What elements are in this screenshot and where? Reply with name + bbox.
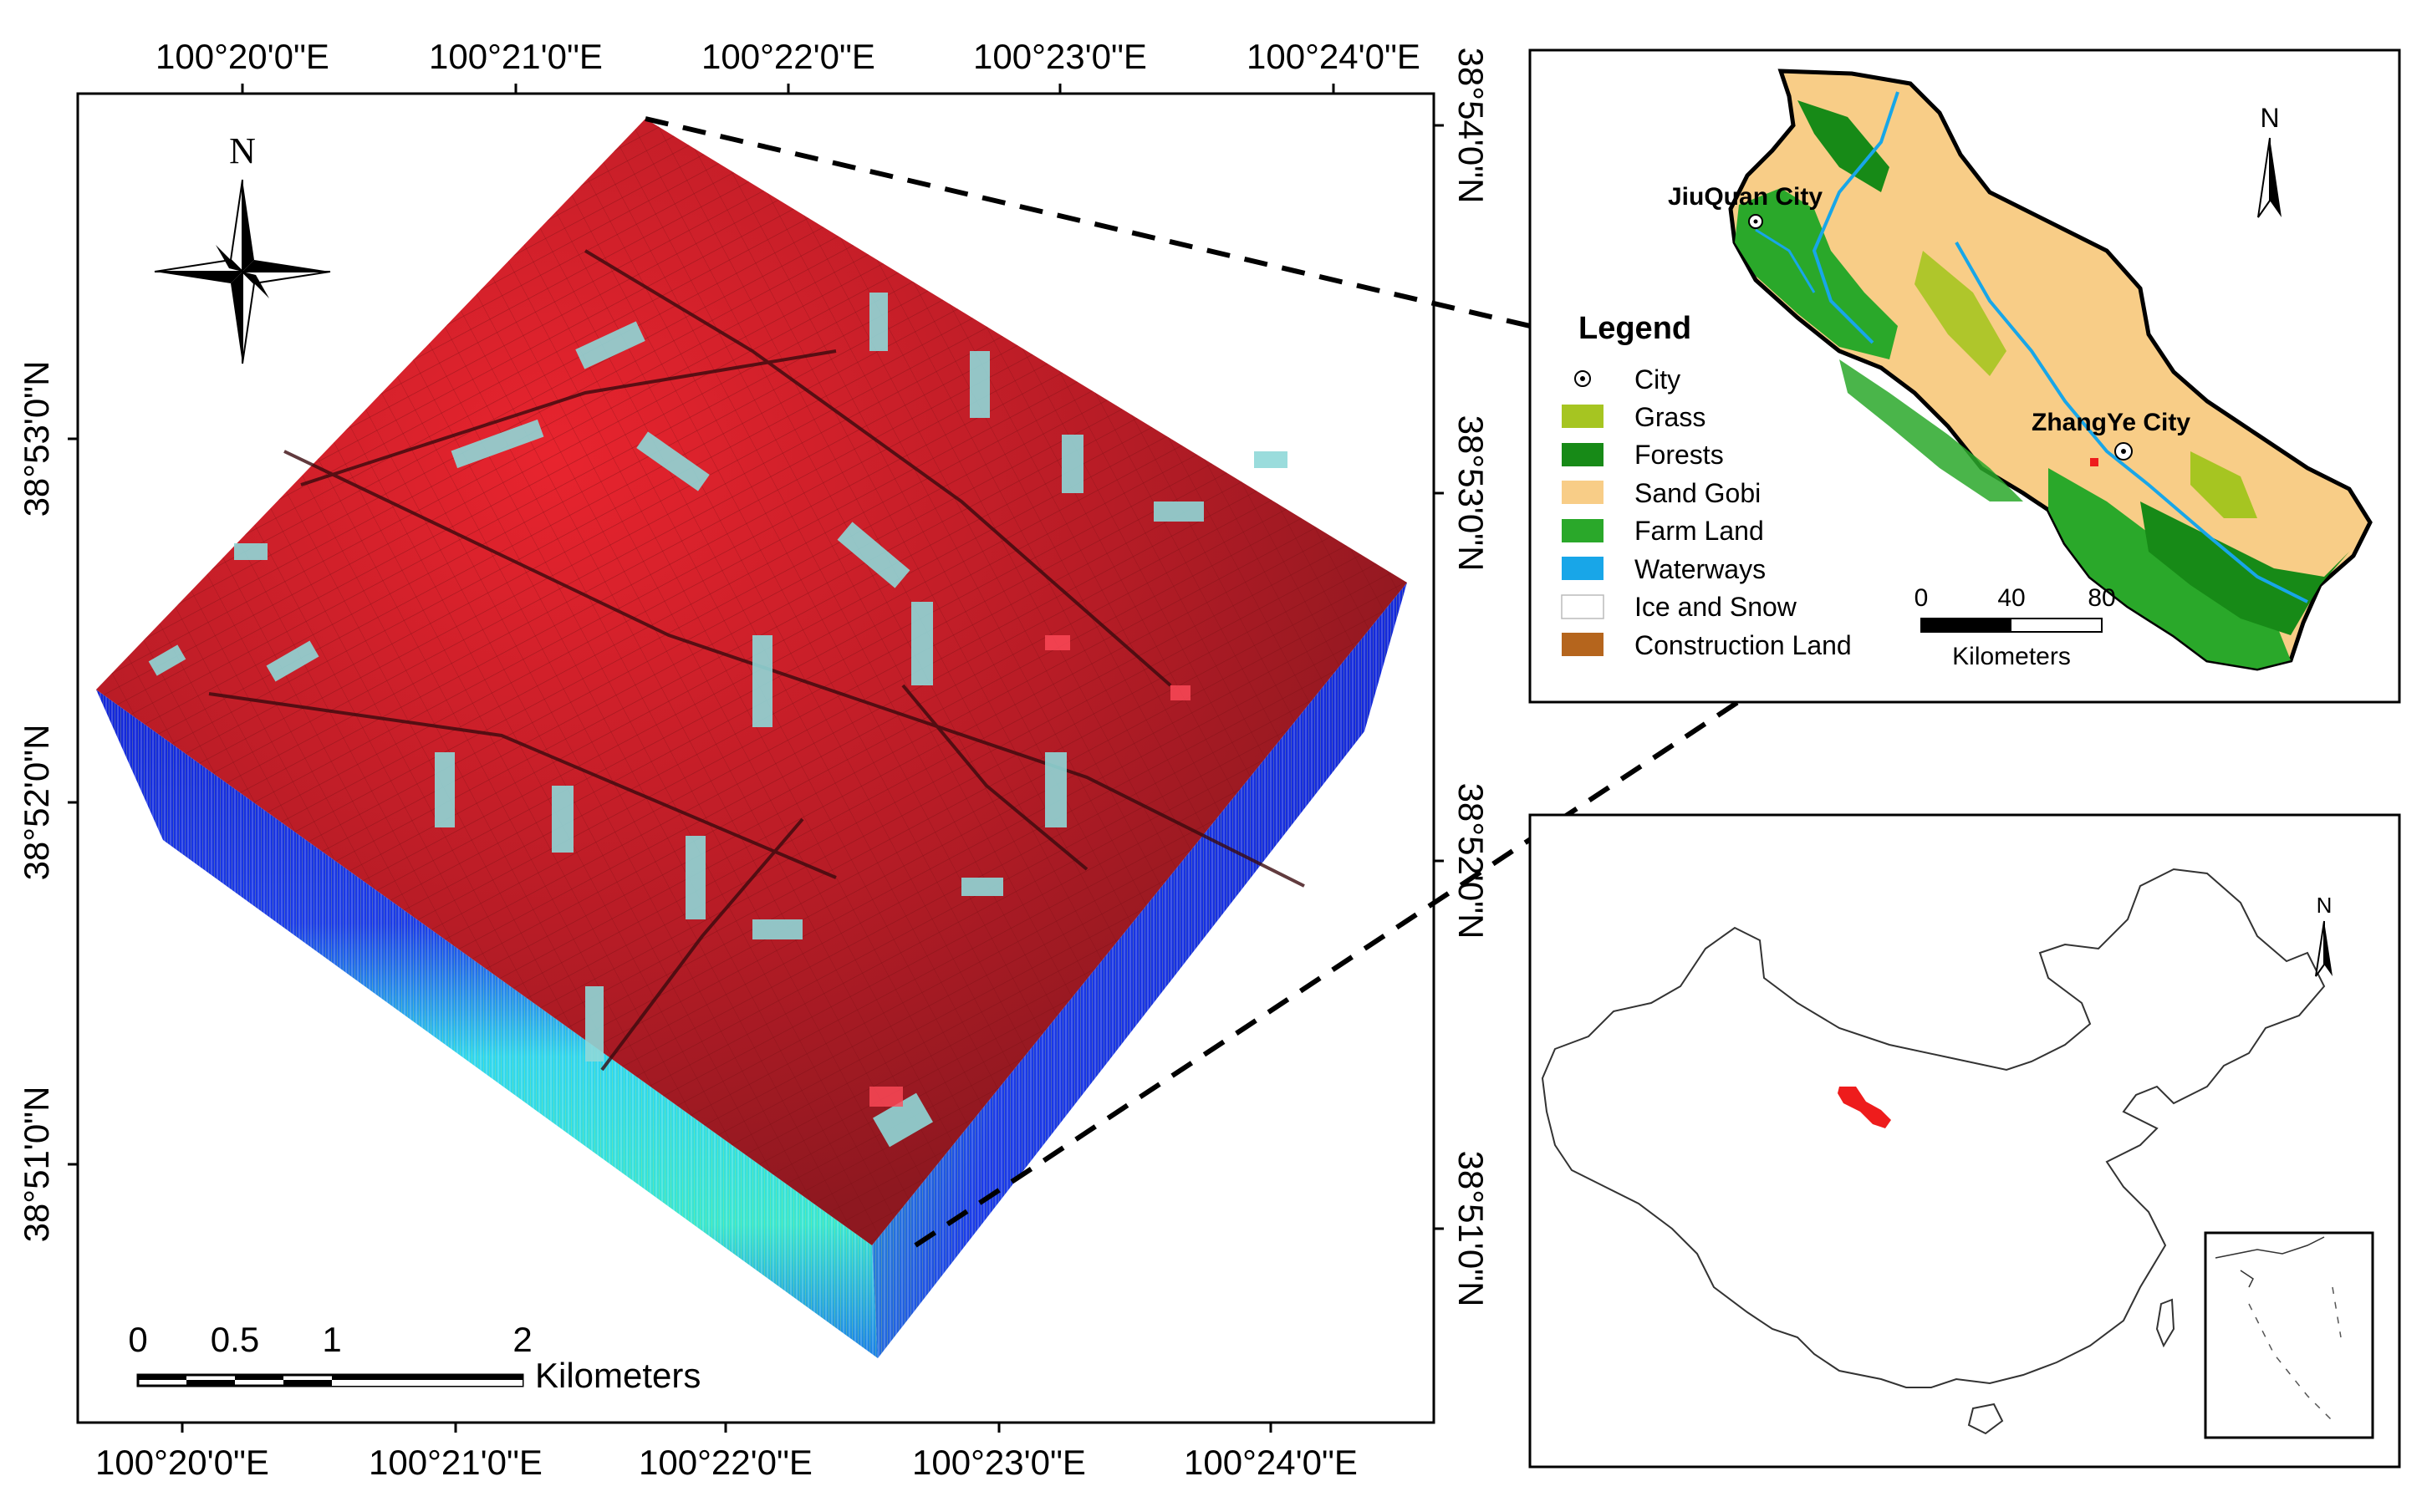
region-north-label: N: [2260, 103, 2279, 133]
china-north-arrow: [2315, 920, 2333, 977]
china-outline: [1541, 868, 2326, 1388]
cube-field-patches: [148, 293, 1287, 1148]
right-lat-label: 38°53'0"N: [1451, 415, 1491, 572]
top-lon-label: 100°22'0"E: [701, 37, 875, 76]
legend-item-city: City: [1574, 364, 1680, 395]
top-lon-ticks: [241, 84, 1335, 94]
legend-label: City: [1634, 364, 1680, 395]
legend-title: Legend: [1578, 311, 1691, 346]
left-lat-ticks: [68, 437, 78, 1166]
region-scale-tick: 80: [2088, 584, 2115, 612]
legend-label: Forests: [1634, 440, 1724, 470]
legend-label: Construction Land: [1634, 630, 1852, 660]
right-lat-label: 38°54'0"N: [1451, 48, 1491, 204]
bottom-lon-label: 100°20'0"E: [95, 1443, 269, 1482]
region-study-area-marker: [2090, 458, 2098, 466]
bottom-lon-label: 100°24'0"E: [1184, 1443, 1358, 1482]
main-map-frame: [76, 92, 1435, 1424]
bottom-lon-label: 100°22'0"E: [639, 1443, 813, 1482]
legend-label: Waterways: [1634, 554, 1766, 584]
scale-tick-label: 0: [128, 1320, 147, 1359]
bottom-lon-ticks: [181, 1423, 1272, 1433]
cube-right-side-stripes: [872, 583, 1407, 1358]
china-map-panel: N: [1528, 813, 2401, 1469]
region-north-arrow: [2257, 137, 2282, 218]
region-scale-tick: 40: [1997, 584, 2025, 612]
right-lat-ticks: [1434, 124, 1444, 1230]
hainan-island: [1967, 1403, 2004, 1435]
legend-item-forests: Forests: [1562, 440, 1724, 470]
south-china-sea-inset: [2204, 1231, 2374, 1439]
main-map-panel: 100°20'0"E 100°21'0"E 100°22'0"E 100°23'…: [17, 37, 1491, 1482]
cube-left-side-stripes: [96, 690, 878, 1358]
right-lat-labels: 38°54'0"N 38°53'0"N 38°52'0"N 38°51'0"N: [1451, 48, 1491, 1307]
legend-label: Grass: [1634, 402, 1705, 432]
legend-item-farm-land: Farm Land: [1562, 516, 1764, 546]
left-lat-label: 38°52'0"N: [17, 725, 56, 881]
china-north-label: N: [2317, 893, 2333, 918]
legend-item-ice-snow: Ice and Snow: [1561, 592, 1797, 622]
legend-item-grass: Grass: [1562, 402, 1705, 432]
top-lon-label: 100°23'0"E: [973, 37, 1147, 76]
cube-roads: [208, 249, 1305, 1072]
legend-item-waterways: Waterways: [1562, 554, 1766, 584]
taiwan-island: [2155, 1298, 2175, 1348]
city-label-zhangye: ZhangYe City: [2032, 409, 2190, 436]
region-shape: [1728, 69, 2373, 671]
cube-top-field-grid: [96, 119, 1407, 1245]
left-lat-label: 38°51'0"N: [17, 1087, 56, 1243]
left-lat-label: 38°53'0"N: [17, 361, 56, 517]
main-north-label: N: [229, 130, 256, 171]
top-lon-label: 100°20'0"E: [156, 37, 329, 76]
bottom-lon-labels: 100°20'0"E 100°21'0"E 100°22'0"E 100°23'…: [95, 1443, 1358, 1482]
scale-tick-label: 1: [322, 1320, 341, 1359]
right-lat-label: 38°52'0"N: [1451, 783, 1491, 939]
bottom-lon-label: 100°23'0"E: [912, 1443, 1086, 1482]
left-lat-labels: 38°53'0"N 38°52'0"N 38°51'0"N: [17, 361, 56, 1243]
top-lon-label: 100°21'0"E: [429, 37, 603, 76]
city-label-jiuquan: JiuQuan City: [1668, 183, 1823, 211]
region-legend: Legend City Grass Forests Sand Gobi Farm…: [1561, 311, 1852, 660]
city-symbol: [2114, 442, 2133, 461]
right-lat-label: 38°51'0"N: [1451, 1151, 1491, 1307]
bottom-lon-label: 100°21'0"E: [369, 1443, 543, 1482]
legend-item-construction: Construction Land: [1562, 630, 1852, 660]
main-scale-bar: 0 0.5 1 2 Kilometers: [128, 1320, 701, 1395]
scale-tick-label: 2: [512, 1320, 532, 1359]
legend-item-sand-gobi: Sand Gobi: [1562, 478, 1761, 508]
region-scale-unit: Kilometers: [1952, 643, 2071, 670]
china-study-region: [1838, 1087, 1891, 1128]
cube-pink-patches: [869, 635, 1191, 1107]
region-map-panel: JiuQuan City ZhangYe City N Legend City …: [1528, 48, 2401, 704]
legend-label: Farm Land: [1634, 516, 1764, 546]
scale-unit-label: Kilometers: [535, 1356, 701, 1395]
top-lon-labels: 100°20'0"E 100°21'0"E 100°22'0"E 100°23'…: [156, 37, 1420, 76]
main-north-arrow: [154, 179, 331, 364]
legend-label: Ice and Snow: [1634, 592, 1797, 622]
scale-tick-label: 0.5: [211, 1320, 259, 1359]
legend-label: Sand Gobi: [1634, 478, 1761, 508]
hyperspectral-cube: [96, 119, 1407, 1358]
region-scale-bar: 0 40 80 Kilometers: [1914, 584, 2116, 670]
top-lon-label: 100°24'0"E: [1247, 37, 1420, 76]
city-symbol: [1748, 214, 1763, 229]
region-scale-tick: 0: [1914, 584, 1929, 612]
